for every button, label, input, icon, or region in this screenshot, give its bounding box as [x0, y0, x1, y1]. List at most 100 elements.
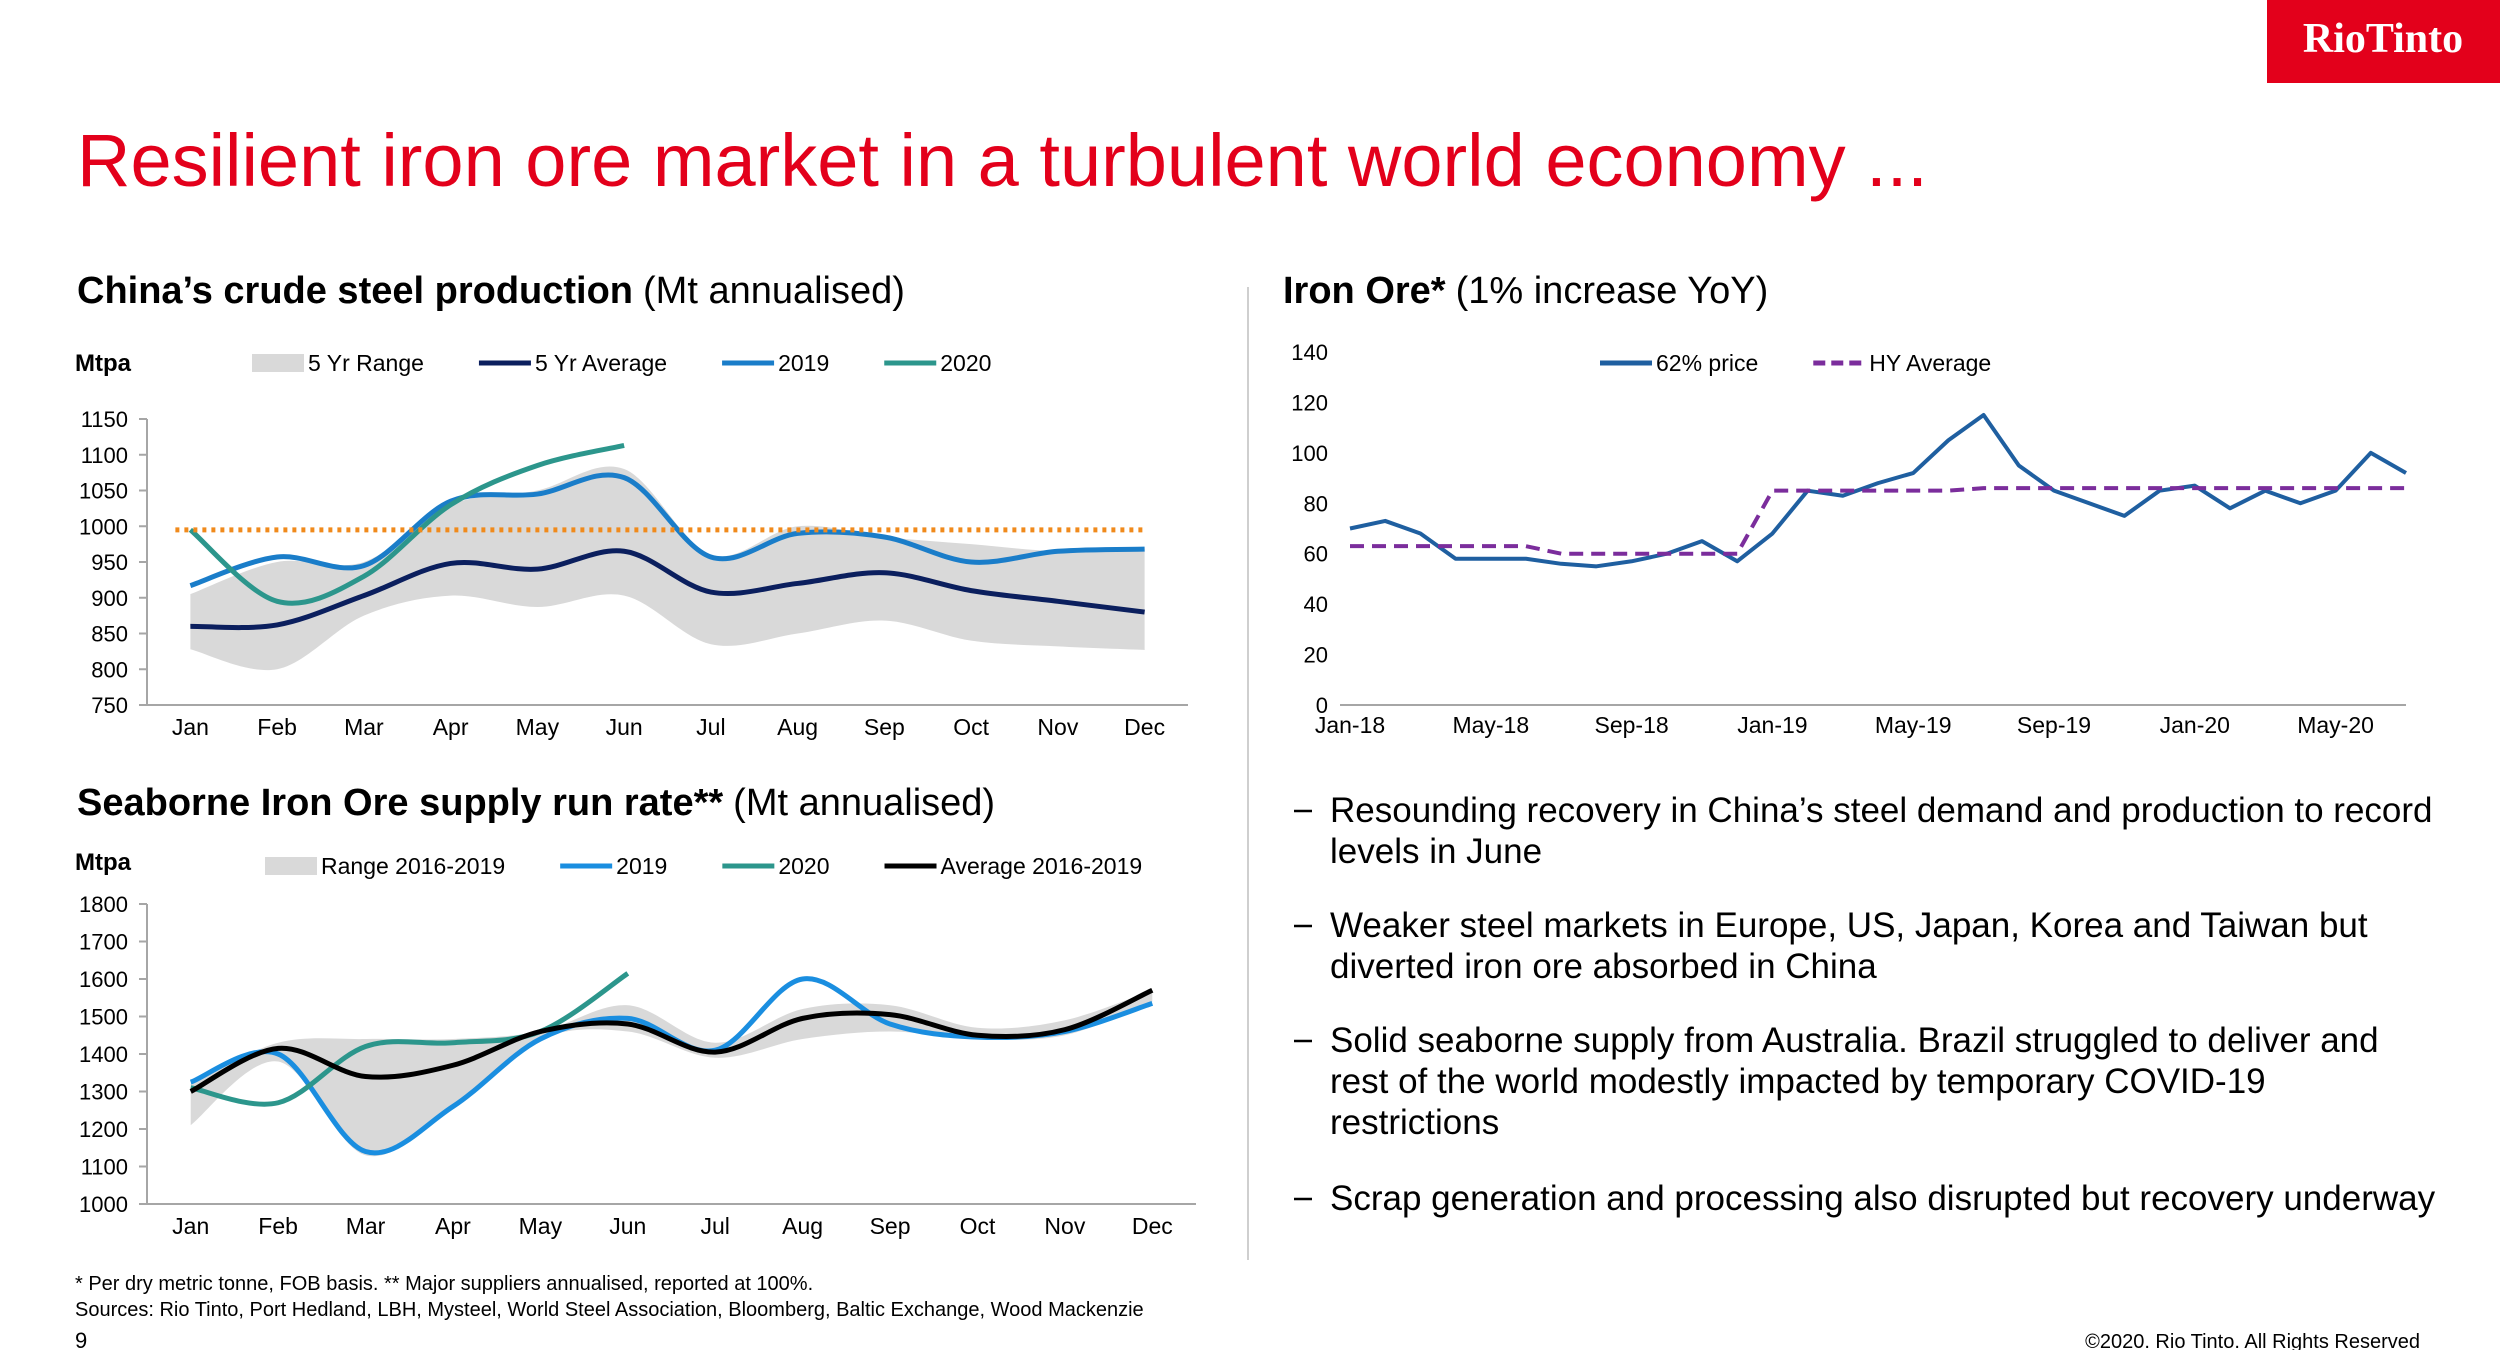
- y-tick-label: 1150: [81, 407, 128, 432]
- y-tick-label: 1600: [79, 967, 128, 992]
- x-tick-label: Sep: [864, 714, 905, 740]
- x-tick-label: Apr: [433, 714, 469, 740]
- chart-subtitle: (Mt annualised): [733, 782, 995, 824]
- x-tick-label: Mar: [344, 714, 384, 740]
- x-tick-label: May: [516, 714, 560, 740]
- y-tick-label: 1700: [79, 930, 128, 955]
- y-tick-label: 800: [91, 657, 128, 682]
- x-tick-label: Mar: [346, 1213, 386, 1239]
- x-tick-label: Jan: [172, 714, 209, 740]
- legend-label: HY Average: [1869, 350, 1991, 376]
- y-tick-label: 950: [91, 550, 128, 575]
- chart-subtitle: (1% increase YoY): [1456, 270, 1769, 312]
- x-tick-label: Oct: [960, 1213, 996, 1239]
- y-tick-label: 750: [91, 693, 128, 718]
- x-tick-label: Jun: [609, 1213, 646, 1239]
- bullet: Weaker steel markets in Europe, US, Japa…: [1330, 906, 2368, 986]
- series-line: [1349, 413, 2407, 569]
- series-line: [188, 443, 625, 606]
- x-tick-label: Jun: [606, 714, 643, 740]
- slide-title: Resilient iron ore market in a turbulent…: [77, 119, 1928, 202]
- copyright: ©2020. Rio Tinto. All Rights Reserved: [2085, 1331, 2420, 1350]
- x-tick-label: Jul: [701, 1213, 730, 1239]
- y-tick-label: 1800: [79, 892, 128, 917]
- series-line: [190, 971, 630, 1107]
- x-tick-label: Jan-18: [1315, 712, 1385, 738]
- bullet: Scrap generation and processing also dis…: [1330, 1179, 2436, 1218]
- bullet: Resounding recovery in China’s steel dem…: [1330, 791, 2433, 871]
- legend-swatch: [252, 354, 304, 372]
- y-tick-label: 0: [1316, 693, 1328, 718]
- series-line: [189, 472, 1145, 588]
- legend-label: 2020: [778, 853, 829, 879]
- series-line: [189, 987, 1154, 1094]
- y-tick-label: 1100: [81, 1155, 128, 1180]
- series-line: [190, 548, 1145, 631]
- y-tick-label: 1300: [79, 1080, 128, 1105]
- y-axis-label: Mtpa: [75, 350, 132, 377]
- legend-label: 2020: [940, 350, 991, 376]
- x-tick-label: Sep-18: [1595, 712, 1669, 738]
- chart-subtitle: (Mt annualised): [643, 270, 905, 312]
- y-tick-label: 1050: [79, 479, 128, 504]
- range-band: [190, 990, 1153, 1157]
- footnote: Sources: Rio Tinto, Port Hedland, LBH, M…: [75, 1299, 1144, 1321]
- y-tick-label: 1000: [79, 514, 128, 539]
- logo: RioTinto: [2303, 16, 2463, 62]
- y-tick-label: 1200: [79, 1117, 128, 1142]
- chart-title-main: Iron Ore*: [1283, 270, 1446, 312]
- chart-title-main: Seaborne Iron Ore supply run rate**: [77, 782, 723, 824]
- legend-label: 2019: [778, 350, 829, 376]
- logo-box: [2267, 0, 2500, 83]
- page-number: 9: [75, 1328, 87, 1350]
- legend-swatch: [265, 857, 317, 875]
- legend-label: 62% price: [1656, 350, 1758, 376]
- y-tick-label: 1500: [79, 1005, 128, 1030]
- x-tick-label: Feb: [257, 714, 297, 740]
- y-tick-label: 1400: [79, 1042, 128, 1067]
- x-tick-label: Jul: [696, 714, 725, 740]
- legend-label: 5 Yr Average: [535, 350, 667, 376]
- chart-title: Iron Ore* (1% increase YoY): [1283, 270, 1768, 312]
- y-tick-label: 80: [1304, 491, 1328, 516]
- series-line: [1350, 486, 2406, 556]
- x-tick-label: May-19: [1875, 712, 1952, 738]
- x-tick-label: Dec: [1132, 1213, 1173, 1239]
- x-tick-label: Sep-19: [2017, 712, 2091, 738]
- y-tick-label: 20: [1304, 643, 1328, 668]
- legend-label: Average 2016-2019: [941, 853, 1143, 879]
- x-tick-label: Dec: [1124, 714, 1165, 740]
- x-tick-label: May: [519, 1213, 563, 1239]
- legend-label: Range 2016-2019: [321, 853, 505, 879]
- x-tick-label: Jan-19: [1737, 712, 1807, 738]
- x-tick-label: Aug: [777, 714, 818, 740]
- y-tick-label: 120: [1291, 390, 1328, 415]
- y-tick-label: 100: [1291, 441, 1328, 466]
- x-tick-label: May-18: [1452, 712, 1529, 738]
- y-tick-label: 60: [1304, 542, 1328, 567]
- bullet: Solid seaborne supply from Australia. Br…: [1330, 1021, 2379, 1142]
- x-tick-label: May-20: [2297, 712, 2374, 738]
- x-tick-label: Nov: [1044, 1213, 1085, 1239]
- x-tick-label: Jan-20: [2160, 712, 2230, 738]
- x-tick-label: Aug: [782, 1213, 823, 1239]
- y-tick-label: 850: [91, 622, 128, 647]
- x-tick-label: Oct: [953, 714, 989, 740]
- chart-title-main: China’s crude steel production: [77, 270, 633, 312]
- y-tick-label: 1100: [81, 443, 128, 468]
- x-tick-label: Apr: [435, 1213, 471, 1239]
- x-tick-label: Nov: [1037, 714, 1078, 740]
- x-tick-label: Feb: [258, 1213, 298, 1239]
- y-tick-label: 900: [91, 586, 128, 611]
- y-tick-label: 40: [1304, 592, 1328, 617]
- footnote: * Per dry metric tonne, FOB basis. ** Ma…: [75, 1273, 813, 1295]
- y-axis-label: Mtpa: [75, 849, 132, 876]
- x-tick-label: Sep: [870, 1213, 911, 1239]
- y-tick-label: 1000: [79, 1192, 128, 1217]
- legend-label: 2019: [616, 853, 667, 879]
- legend-label: 5 Yr Range: [308, 350, 424, 376]
- x-tick-label: Jan: [172, 1213, 209, 1239]
- y-tick-label: 140: [1291, 340, 1328, 365]
